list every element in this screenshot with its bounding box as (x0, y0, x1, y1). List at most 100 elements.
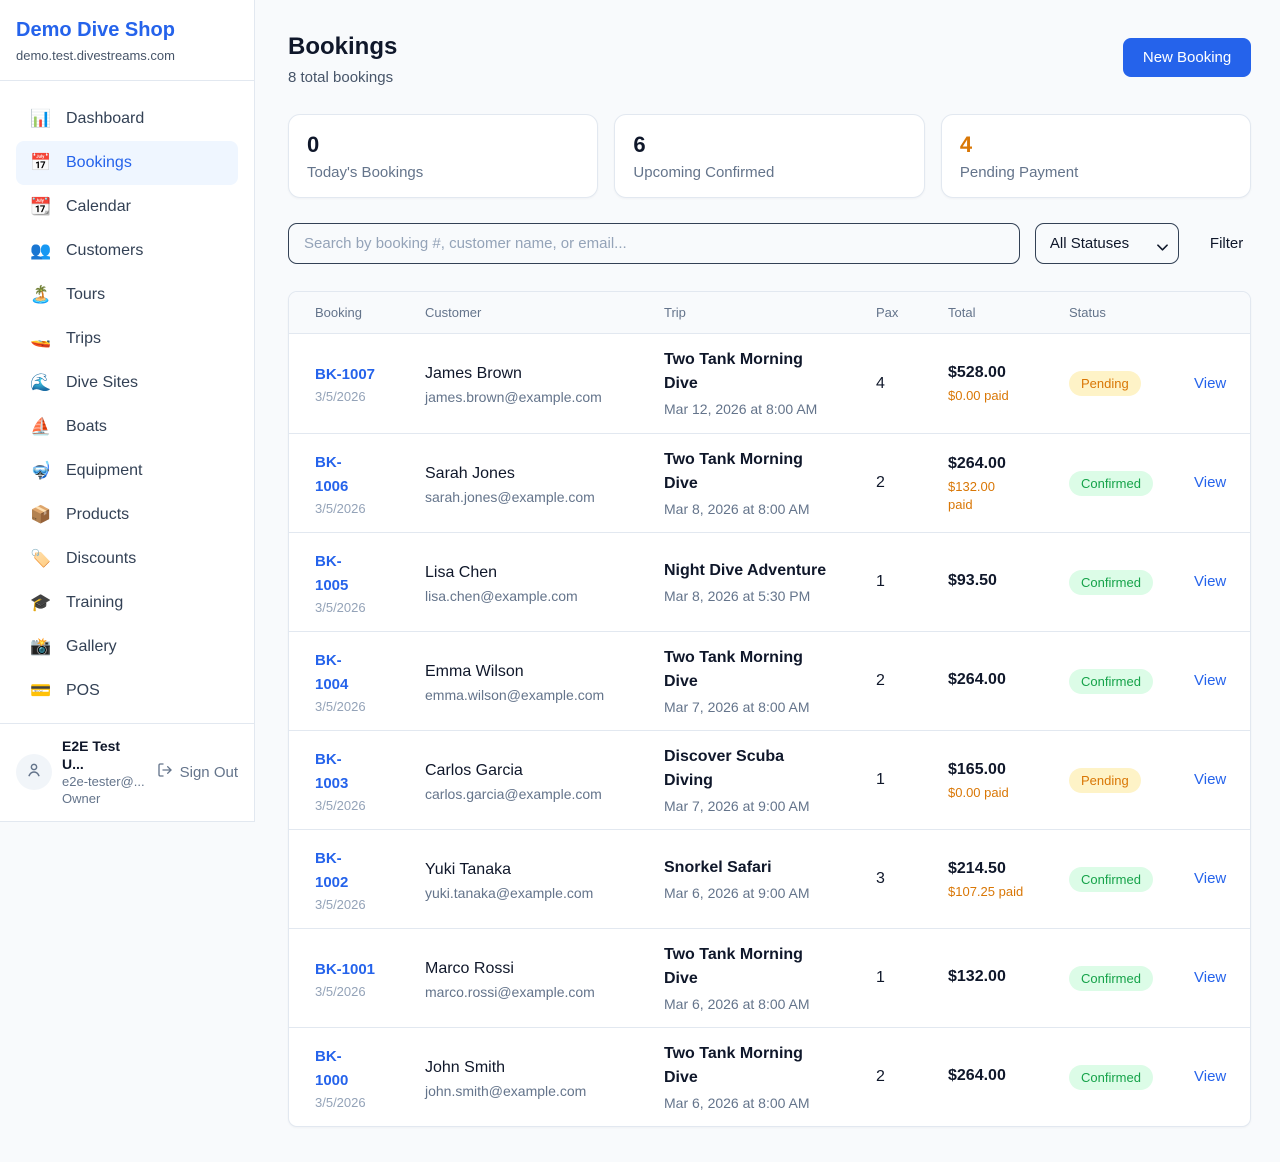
booking-date: 3/5/2026 (315, 599, 366, 615)
bar-chart-icon: 📊 (30, 109, 52, 128)
status-badge: Confirmed (1069, 569, 1153, 595)
view-link[interactable]: View (1194, 969, 1227, 986)
trip-datetime: Mar 6, 2026 at 8:00 AM (664, 1094, 810, 1111)
trip-datetime: Mar 7, 2026 at 9:00 AM (664, 797, 810, 814)
sidebar-item-training[interactable]: 🎓 Training (16, 581, 238, 625)
brand-name: Demo Dive Shop (16, 19, 175, 41)
table-row: BK- 1006 3/5/2026 Sarah Jones sarah.jone… (289, 433, 1251, 532)
sidebar-item-calendar[interactable]: 📆 Calendar (16, 185, 238, 229)
wave-icon: 🌊 (30, 373, 52, 392)
status-badge: Confirmed (1069, 668, 1153, 694)
table-row: BK- 1004 3/5/2026 Emma Wilson emma.wilso… (289, 631, 1251, 730)
view-link[interactable]: View (1194, 771, 1227, 788)
booking-date: 3/5/2026 (315, 698, 366, 714)
sidebar: Demo Dive Shop demo.test.divestreams.com… (0, 0, 255, 822)
sidebar-item-equipment[interactable]: 🤿 Equipment (16, 449, 238, 493)
app-root: Demo Dive Shop demo.test.divestreams.com… (0, 0, 1252, 1127)
view-link[interactable]: View (1194, 1068, 1227, 1085)
sidebar-item-gallery[interactable]: 📸 Gallery (16, 625, 238, 669)
table-row: BK-1001 3/5/2026 Marco Rossi marco.rossi… (289, 928, 1251, 1027)
sidebar-item-tours[interactable]: 🏝️ Tours (16, 273, 238, 317)
search-input[interactable] (288, 223, 1020, 264)
page-subtitle: 8 total bookings (288, 69, 394, 86)
stat-label: Upcoming Confirmed (633, 164, 775, 181)
view-link[interactable]: View (1194, 374, 1227, 392)
view-link[interactable]: View (1194, 474, 1227, 491)
sidebar-item-trips[interactable]: 🚤 Trips (16, 317, 238, 361)
user-section: E2E Test U... e2e-tester@... Owner Sign … (0, 723, 254, 821)
customer-email: carlos.garcia@example.com (425, 785, 602, 802)
booking-date: 3/5/2026 (315, 500, 366, 516)
page-title: Bookings (288, 33, 398, 60)
view-link[interactable]: View (1194, 573, 1227, 590)
customer-email: yuki.tanaka@example.com (425, 884, 594, 901)
total-amount: $264.00 (948, 670, 1006, 688)
sidebar-item-customers[interactable]: 👥 Customers (16, 229, 238, 273)
trip-name: Two Tank Morning Dive (664, 1044, 803, 1086)
sidebar-item-dashboard[interactable]: 📊 Dashboard (16, 97, 238, 141)
booking-id-link[interactable]: BK-1007 (315, 366, 376, 383)
status-badge: Confirmed (1069, 965, 1153, 991)
sign-out-label: Sign Out (179, 763, 238, 781)
stats-row: 0 Today's Bookings 6 Upcoming Confirmed … (288, 114, 1252, 198)
sign-out-button[interactable]: Sign Out (155, 760, 240, 784)
filter-button[interactable]: Filter (1209, 235, 1244, 252)
pax-count: 2 (876, 474, 885, 491)
booking-id-link[interactable]: BK- 1006 (315, 453, 349, 495)
booking-id-link[interactable]: BK- 1003 (315, 750, 349, 792)
tag-icon: 🏷️ (30, 549, 52, 568)
pax-count: 1 (876, 771, 885, 788)
customer-email: lisa.chen@example.com (425, 587, 578, 604)
user-email: e2e-tester@... (62, 774, 145, 789)
stat-value: 0 (307, 132, 320, 157)
booking-id-link[interactable]: BK- 1002 (315, 849, 349, 891)
pax-count: 3 (876, 870, 885, 887)
sidebar-item-dive-sites[interactable]: 🌊 Dive Sites (16, 361, 238, 405)
pax-count: 2 (876, 672, 885, 689)
column-header-customer: Customer (425, 305, 482, 320)
pax-count: 2 (876, 1068, 885, 1085)
column-header-status: Status (1069, 305, 1106, 320)
column-header-total: Total (948, 305, 976, 320)
calendar-icon: 📅 (30, 153, 52, 172)
customer-email: emma.wilson@example.com (425, 686, 605, 703)
sidebar-item-pos[interactable]: 💳 POS (16, 669, 238, 713)
booking-id-link[interactable]: BK-1001 (315, 960, 376, 978)
paid-amount: $107.25 paid (948, 883, 1024, 899)
trip-datetime: Mar 8, 2026 at 8:00 AM (664, 500, 810, 517)
customer-name: John Smith (425, 1058, 506, 1076)
view-link[interactable]: View (1194, 870, 1227, 887)
stat-label: Today's Bookings (307, 164, 424, 181)
stat-card: 6 Upcoming Confirmed (614, 114, 925, 198)
customer-email: john.smith@example.com (425, 1082, 587, 1099)
graduation-cap-icon: 🎓 (30, 593, 52, 612)
sidebar-item-products[interactable]: 📦 Products (16, 493, 238, 537)
view-link[interactable]: View (1194, 672, 1227, 689)
sidebar-item-discounts[interactable]: 🏷️ Discounts (16, 537, 238, 581)
total-amount: $528.00 (948, 364, 1006, 381)
new-booking-button[interactable]: New Booking (1122, 38, 1252, 77)
trip-datetime: Mar 6, 2026 at 8:00 AM (664, 995, 810, 1012)
customer-name: Lisa Chen (425, 563, 498, 581)
customer-email: sarah.jones@example.com (425, 488, 595, 505)
booking-id-link[interactable]: BK- 1004 (315, 651, 349, 693)
user-role: Owner (62, 791, 101, 806)
sidebar-item-bookings[interactable]: 📅 Bookings (16, 141, 238, 185)
stat-value: 4 (959, 132, 973, 157)
sidebar-item-boats[interactable]: ⛵ Boats (16, 405, 238, 449)
customer-name: Carlos Garcia (425, 761, 523, 779)
credit-card-icon: 💳 (30, 681, 52, 700)
table-row: BK- 1003 3/5/2026 Carlos Garcia carlos.g… (289, 730, 1251, 829)
table-header-row: Booking Customer Trip Pax Total Status (289, 292, 1251, 334)
diving-mask-icon: 🤿 (30, 461, 52, 480)
status-filter-select[interactable]: All Statuses (1034, 223, 1179, 264)
booking-id-link[interactable]: BK- 1005 (315, 552, 349, 594)
filter-controls: All Statuses Filter (288, 223, 1251, 264)
column-header-booking: Booking (315, 305, 362, 320)
paid-amount: $0.00 paid (948, 388, 1009, 403)
booking-id-link[interactable]: BK- 1000 (315, 1047, 349, 1089)
table-row: BK- 1000 3/5/2026 John Smith john.smith@… (289, 1027, 1251, 1126)
trip-name: Two Tank Morning Dive (664, 648, 803, 690)
brand-domain: demo.test.divestreams.com (16, 48, 175, 63)
total-amount: $264.00 (948, 454, 1006, 472)
